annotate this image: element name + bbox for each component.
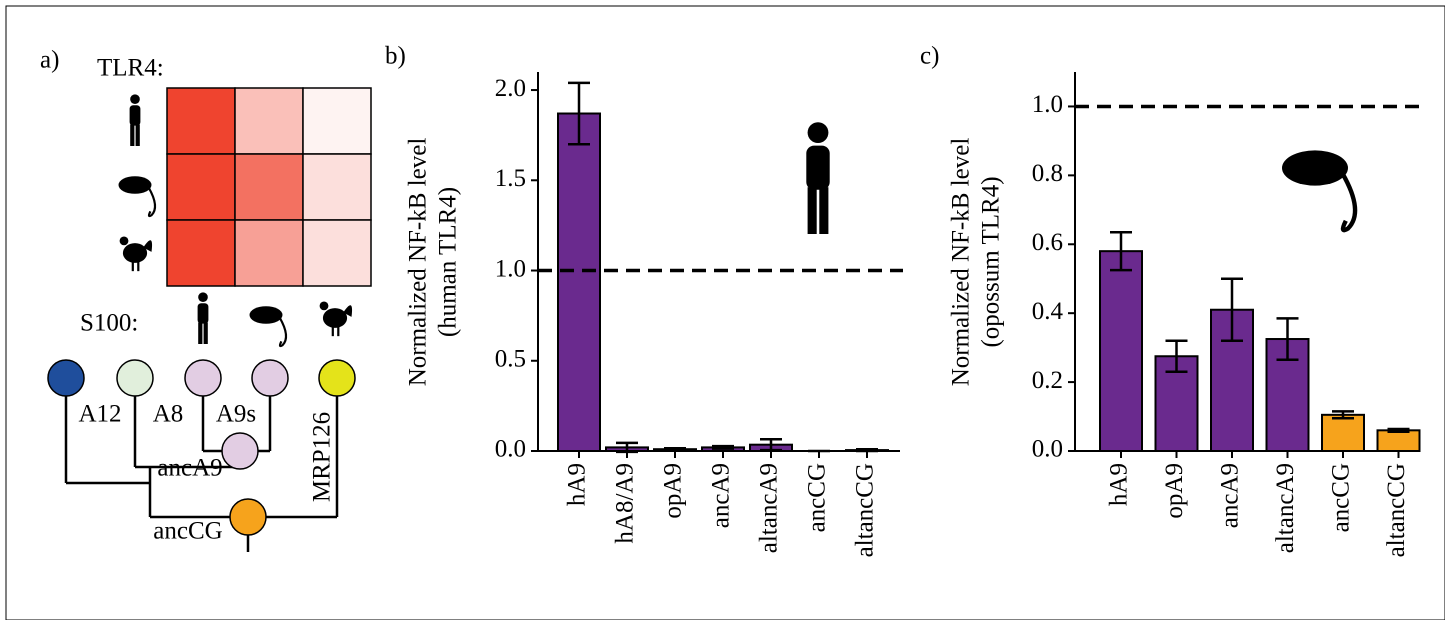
frame [5, 5, 1445, 620]
heatmap-title: TLR4: [97, 55, 164, 82]
panel-label: b) [385, 43, 406, 70]
y-tick-label: 0.4 [1032, 298, 1064, 325]
x-tick-label: opA9 [660, 463, 687, 519]
error-bar [1332, 410, 1354, 420]
bar [1376, 429, 1421, 452]
x-tick-label: ancA9 [1217, 463, 1244, 528]
y-tick-label: 1.0 [1032, 91, 1063, 118]
error-bar [568, 81, 590, 146]
x-tick-label: altancCG [1383, 463, 1410, 557]
x-tick-label: hA9 [1106, 463, 1133, 506]
x-tick-label: ancA9 [708, 463, 735, 528]
leaf-label: MRP126 [309, 412, 336, 502]
heatmap-cell [166, 87, 236, 155]
bar [1099, 250, 1143, 452]
x-tick-label: ancCG [804, 463, 831, 532]
x-tick-label: hA8/A9 [612, 463, 639, 544]
y-tick-label: 1.0 [495, 255, 526, 282]
x-tick-label: ancCG [1328, 463, 1355, 532]
heatmap-cell [302, 219, 372, 287]
y-tick-label: 0.0 [495, 436, 526, 463]
heatmap-cell [234, 87, 304, 155]
leaf-label: A12 [78, 401, 121, 428]
error-bar [1221, 277, 1243, 342]
y-tick-label: 1.5 [495, 165, 526, 192]
y-tick-label: 0.6 [1032, 229, 1063, 256]
bar [1321, 413, 1365, 452]
ancestor-label: ancCG [153, 518, 222, 545]
heatmap-xlabel: S100: [80, 310, 138, 337]
y-axis-label: Normalized NF-kB level [948, 138, 975, 387]
y-axis-label: Normalized NF-kB level [405, 138, 432, 387]
x-tick-label: altancA9 [756, 463, 783, 553]
panel-label: a) [40, 47, 59, 74]
y-tick-label: 2.0 [495, 75, 526, 102]
heatmap-cell [166, 219, 236, 287]
y-tick-label: 0.2 [1032, 367, 1063, 394]
error-bar [1387, 427, 1410, 433]
phylogeny [47, 359, 356, 552]
species-icons [118, 94, 1358, 348]
x-tick-label: opA9 [1161, 463, 1188, 519]
y-tick-label: 0.8 [1032, 160, 1063, 187]
y-axis-label: (opossum TLR4) [978, 176, 1005, 347]
error-bar [1165, 339, 1188, 374]
error-bar [1276, 317, 1299, 361]
y-axis-label: (human TLR4) [435, 187, 462, 337]
heatmap-cell [234, 219, 304, 287]
heatmap-cell [234, 153, 304, 221]
error-bar [712, 444, 734, 450]
y-tick-label: 0.5 [495, 345, 526, 372]
heatmap-cell [302, 87, 372, 155]
panel-label: c) [920, 43, 939, 70]
x-tick-label: altancCG [852, 463, 879, 557]
error-bar [664, 447, 686, 452]
x-tick-label: altancA9 [1272, 463, 1299, 553]
leaf-label: A9s [216, 401, 256, 428]
leaf-label: A8 [153, 401, 184, 428]
ancestor-label: ancA9 [157, 455, 222, 482]
bar [557, 112, 601, 452]
heatmap-cell [166, 153, 236, 221]
error-bar [1110, 230, 1132, 272]
y-tick-label: 0.0 [1032, 436, 1063, 463]
heatmap-cell [302, 153, 372, 221]
x-tick-label: hA9 [564, 463, 591, 506]
